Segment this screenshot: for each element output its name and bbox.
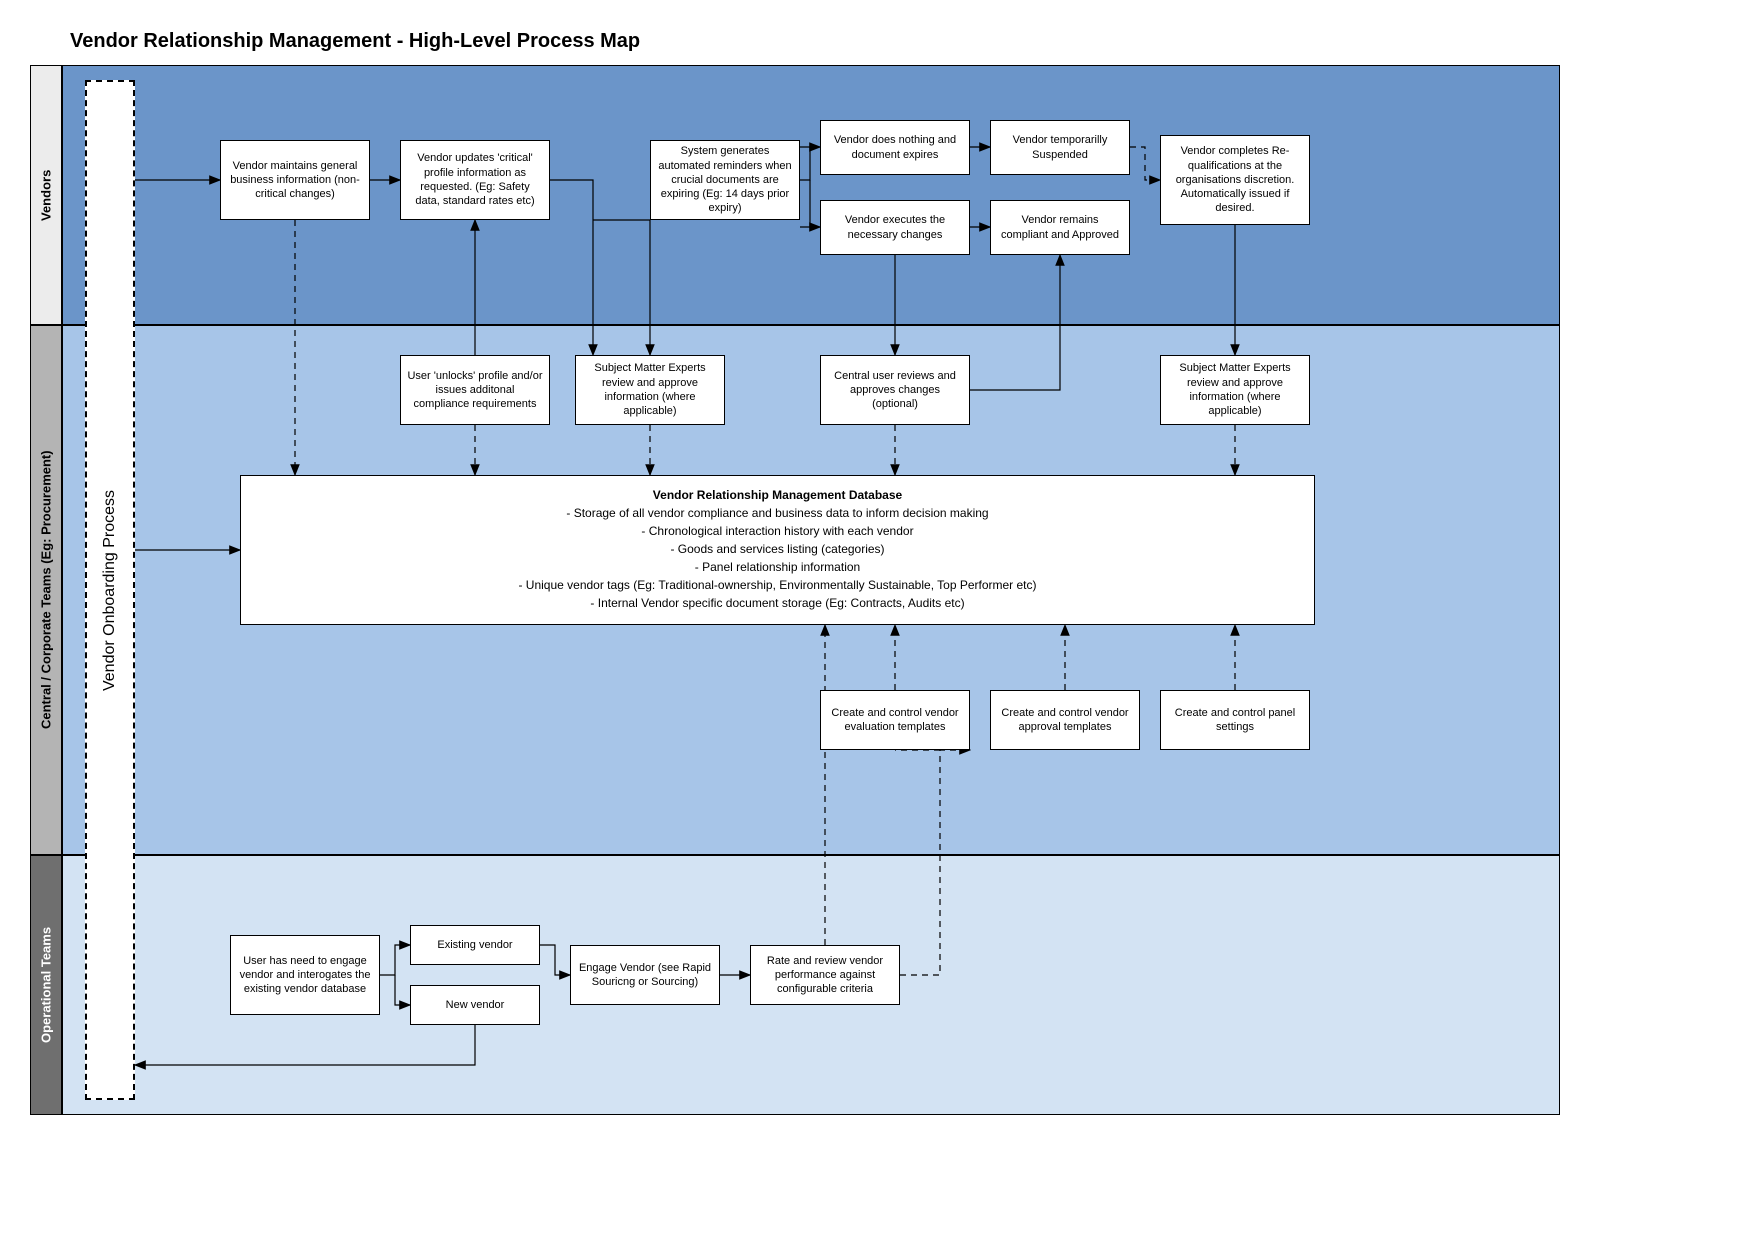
node-n4: Vendor does nothing and document expires xyxy=(820,120,970,175)
process-map-canvas: VendorsCentral / Corporate Teams (Eg: Pr… xyxy=(30,65,1560,1165)
swimlane-label-vendors: Vendors xyxy=(30,65,62,325)
node-n7: Vendor remains compliant and Approved xyxy=(990,200,1130,255)
node-n6: Vendor temporarilly Suspended xyxy=(990,120,1130,175)
page-title: Vendor Relationship Management - High-Le… xyxy=(70,30,1723,53)
node-n9: User 'unlocks' profile and/or issues add… xyxy=(400,355,550,425)
db-line: - Storage of all vendor compliance and b… xyxy=(261,504,1294,522)
node-n18: New vendor xyxy=(410,985,540,1025)
node-n1: Vendor maintains general business inform… xyxy=(220,140,370,220)
node-n13: Create and control vendor evaluation tem… xyxy=(820,690,970,750)
node-n10: Subject Matter Experts review and approv… xyxy=(575,355,725,425)
swimlane-label-ops: Operational Teams xyxy=(30,855,62,1115)
db-line: - Unique vendor tags (Eg: Traditional-ow… xyxy=(261,576,1294,594)
node-n17: Existing vendor xyxy=(410,925,540,965)
node-n14: Create and control vendor approval templ… xyxy=(990,690,1140,750)
node-n20: Rate and review vendor performance again… xyxy=(750,945,900,1005)
db-line: - Goods and services listing (categories… xyxy=(261,540,1294,558)
node-n16: User has need to engage vendor and inter… xyxy=(230,935,380,1015)
vendor-onboarding-process: Vendor Onboarding Process xyxy=(85,80,135,1100)
node-n8: Vendor completes Re-qualifications at th… xyxy=(1160,135,1310,225)
node-n5: Vendor executes the necessary changes xyxy=(820,200,970,255)
db-title: Vendor Relationship Management Database xyxy=(261,486,1294,504)
vrm-database: Vendor Relationship Management Database-… xyxy=(240,475,1315,625)
db-line: - Internal Vendor specific document stor… xyxy=(261,594,1294,612)
node-n2: Vendor updates 'critical' profile inform… xyxy=(400,140,550,220)
swimlane-label-central: Central / Corporate Teams (Eg: Procureme… xyxy=(30,325,62,855)
node-n19: Engage Vendor (see Rapid Souricng or Sou… xyxy=(570,945,720,1005)
node-n3: System generates automated reminders whe… xyxy=(650,140,800,220)
node-n11: Central user reviews and approves change… xyxy=(820,355,970,425)
db-line: - Panel relationship information xyxy=(261,558,1294,576)
node-n15: Create and control panel settings xyxy=(1160,690,1310,750)
db-line: - Chronological interaction history with… xyxy=(261,522,1294,540)
node-n12: Subject Matter Experts review and approv… xyxy=(1160,355,1310,425)
